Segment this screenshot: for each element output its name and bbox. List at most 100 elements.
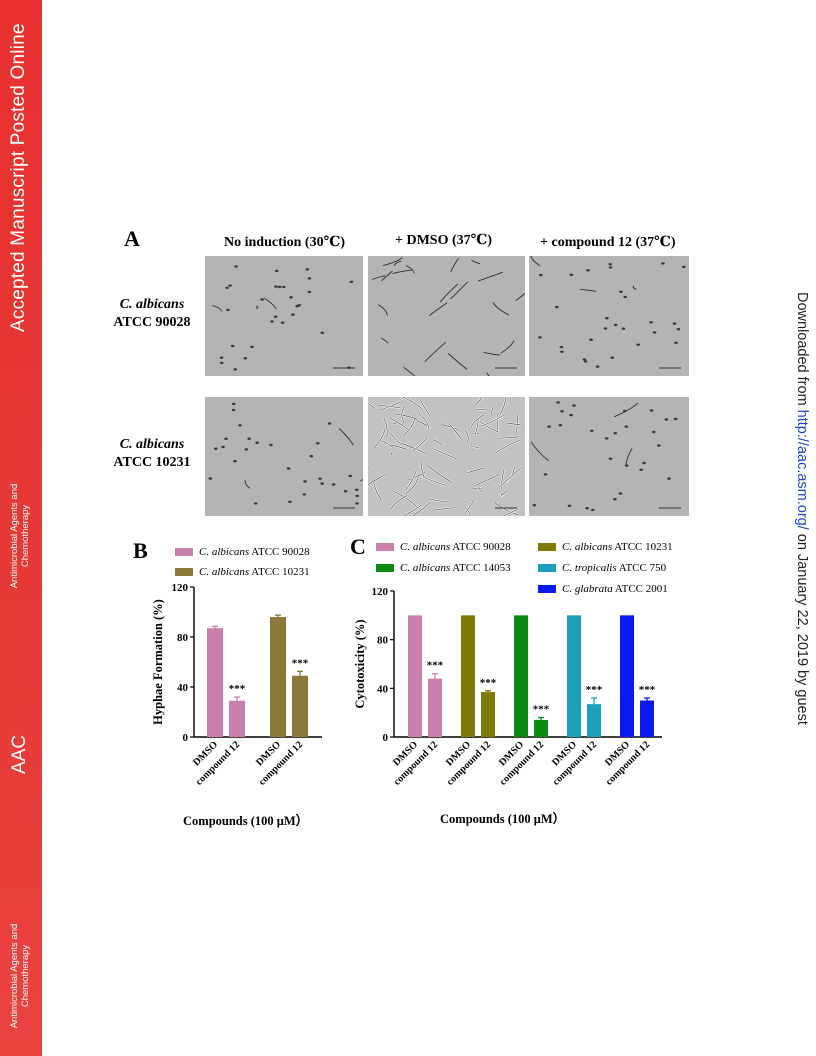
bar [567, 615, 581, 737]
hypha [474, 473, 500, 487]
panel-a-column-2: + compound 12 (37℃) [540, 235, 676, 250]
panel-a-row-label-0: C. albicans ATCC 90028 [102, 296, 202, 332]
yeast-cell [608, 266, 613, 269]
bar [640, 700, 654, 737]
legend-c-0-species: C. albicans [400, 541, 451, 553]
hypha [368, 402, 375, 409]
yeast-cell [289, 296, 293, 299]
legend-b-1-species: C. albicans [199, 566, 250, 578]
yeast-cell [613, 498, 617, 501]
yeast-cell [649, 321, 653, 324]
yeast-cell [274, 285, 278, 288]
chart-c-xlabel: Compounds (100 μM） [440, 812, 566, 826]
hypha [420, 399, 430, 416]
legend-b-1-strain: ATCC 10231 [251, 566, 310, 578]
hypha [467, 467, 485, 474]
yeast-cell [309, 455, 314, 458]
row-1-strain: ATCC 10231 [113, 455, 191, 470]
row-0-strain: ATCC 90028 [113, 315, 191, 330]
yeast-cell [250, 345, 254, 349]
yeast-cell [569, 273, 574, 276]
yeast-cell [208, 477, 213, 480]
hypha [383, 257, 403, 267]
yeast-cell [348, 474, 352, 478]
hypha [494, 439, 520, 454]
yeast-cell [619, 290, 623, 293]
hypha [405, 265, 415, 274]
bar [270, 617, 286, 737]
micrograph-10231-compound12 [529, 397, 689, 516]
yeast-cell [260, 298, 264, 301]
x-tick-label: DMSO [603, 739, 632, 768]
yeast-cell [676, 328, 681, 331]
yeast-cell [595, 365, 600, 368]
hypha [377, 304, 388, 316]
hypha [433, 507, 455, 511]
yeast-cell [674, 341, 678, 344]
hypha [389, 432, 403, 446]
x-tick-label: DMSO [550, 739, 579, 768]
legend-c-1-species: C. albicans [562, 541, 613, 553]
sidebar-journal-name: Antimicrobial Agents and Chemotherapy [9, 466, 31, 606]
yeast-cell [269, 443, 273, 447]
hypha [394, 490, 418, 508]
yeast-cell [613, 432, 618, 435]
bar [620, 615, 634, 737]
download-link[interactable]: http://aac.asm.org/ [794, 409, 810, 530]
hypha [625, 448, 633, 466]
legend-c-3: C. tropicalis ATCC 750 [538, 562, 666, 574]
hypha [381, 270, 393, 282]
hypha [449, 424, 462, 440]
hypha [497, 436, 519, 439]
hypha [427, 465, 452, 483]
x-tick-label: DMSO [191, 739, 220, 768]
micrograph-90028-no-induction [205, 256, 363, 376]
yeast-cell [247, 437, 251, 440]
hypha [502, 509, 518, 516]
sidebar-journal-line2-bottom: Chemotherapy [20, 944, 31, 1008]
hypha [412, 501, 431, 516]
yeast-cell [559, 345, 564, 349]
hypha [486, 372, 490, 376]
x-tick-label: compound 12 [257, 739, 305, 787]
yeast-cell [538, 336, 542, 339]
bar [207, 628, 223, 737]
significance-label: *** [292, 657, 309, 669]
yeast-cell [558, 424, 563, 427]
hypha [372, 481, 383, 502]
legend-c-0: C. albicans ATCC 90028 [376, 541, 511, 553]
sidebar-abbrev: AAC [9, 734, 30, 774]
y-tick-label: 40 [377, 683, 389, 695]
legend-b-0: C. albicans ATCC 90028 [175, 546, 310, 558]
hypha [492, 302, 510, 316]
yeast-cell [605, 317, 609, 320]
hypha [212, 305, 222, 312]
row-1-species: C. albicans [119, 437, 185, 452]
yeast-cell [585, 507, 589, 510]
significance-label: *** [586, 684, 603, 696]
x-tick-label: DMSO [254, 739, 283, 768]
hypha [475, 397, 483, 405]
yeast-cell [608, 457, 613, 460]
hypha [450, 281, 468, 300]
yeast-cell [243, 357, 248, 360]
yeast-cell [560, 410, 564, 413]
yeast-cell [621, 327, 626, 330]
yeast-cell [649, 409, 654, 412]
hypha [530, 256, 541, 267]
panel-a-column-0: No induction (30℃) [224, 235, 346, 250]
yeast-cell [555, 305, 559, 309]
yeast-cell [604, 437, 609, 440]
yeast-cell [228, 284, 232, 287]
chart-b-xlabel: Compounds (100 μM） [183, 814, 309, 828]
hypha [372, 275, 386, 281]
yeast-cell [273, 315, 278, 318]
panel-a-column-1: + DMSO (37℃) [395, 233, 493, 248]
download-suffix: on January 22, 2019 by guest [794, 529, 810, 725]
significance-label: *** [533, 704, 550, 716]
panel-b-letter: B [133, 538, 148, 563]
yeast-cell [664, 418, 669, 421]
sidebar-journal-line1-bottom: Antimicrobial Agents and [9, 923, 20, 1029]
yeast-cell [672, 322, 677, 325]
panel-a-letter: A [124, 226, 140, 251]
